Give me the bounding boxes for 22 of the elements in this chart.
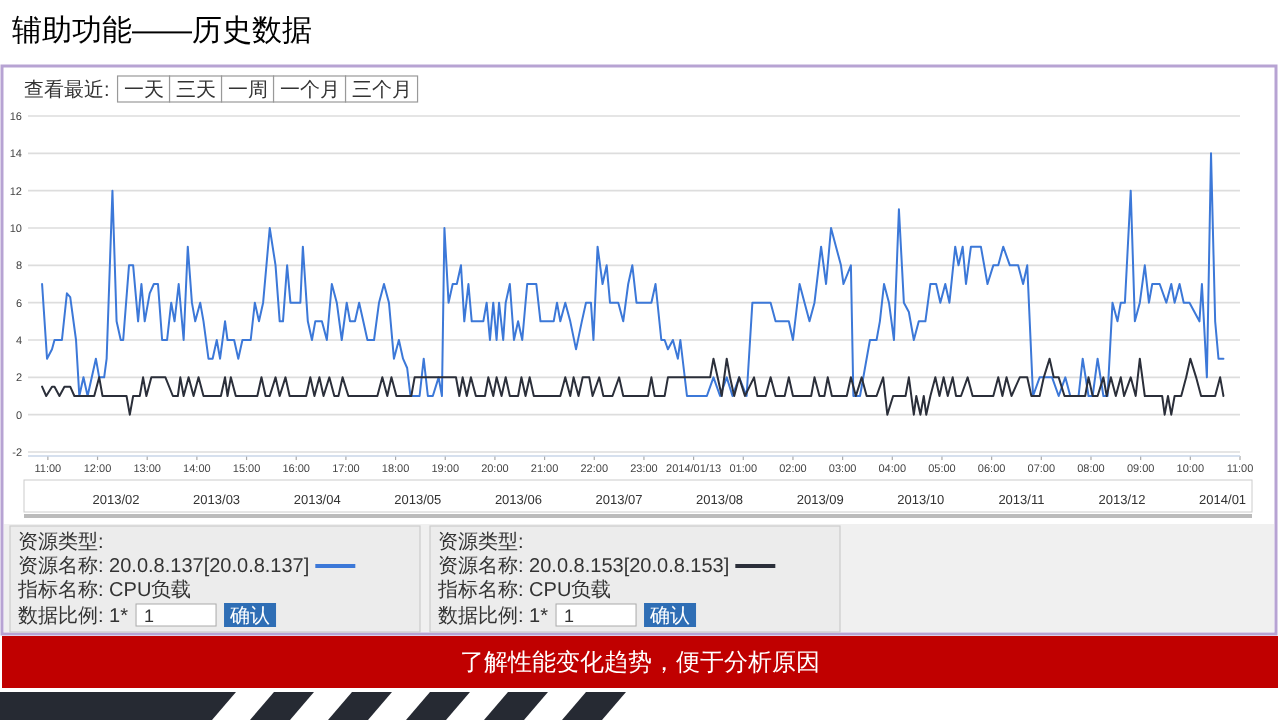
text: 一周 <box>227 80 268 102</box>
text: 一天 <box>123 80 164 102</box>
text: 确认 <box>228 604 271 628</box>
text: 1 <box>564 606 575 626</box>
text: 数据比例: 1* <box>438 604 549 628</box>
text: 资源类型: <box>18 530 104 554</box>
legend-label: 资源名称: 20.0.8.153[20.0.8.153] <box>438 554 730 578</box>
text: 三个月 <box>351 78 412 102</box>
text: 三天 <box>175 80 216 102</box>
text: 确认 <box>648 604 691 628</box>
text: 指标名称: CPU负载 <box>16 578 192 602</box>
line-series <box>41 357 1225 416</box>
text: 1 <box>144 606 155 626</box>
text: 查看最近: <box>24 78 110 102</box>
text: 一个月 <box>279 78 340 102</box>
line-series <box>41 152 1225 397</box>
text: 数据比例: 1* <box>18 604 129 628</box>
legend-label: 资源名称: 20.0.8.137[20.0.8.137] <box>18 554 310 578</box>
text: 资源类型: <box>438 530 524 554</box>
text: 指标名称: CPU负载 <box>436 578 612 602</box>
text: 了解性能变化趋势，便于分析原因 <box>460 648 820 676</box>
chart-title: 辅助功能——历史数据 <box>12 14 312 48</box>
